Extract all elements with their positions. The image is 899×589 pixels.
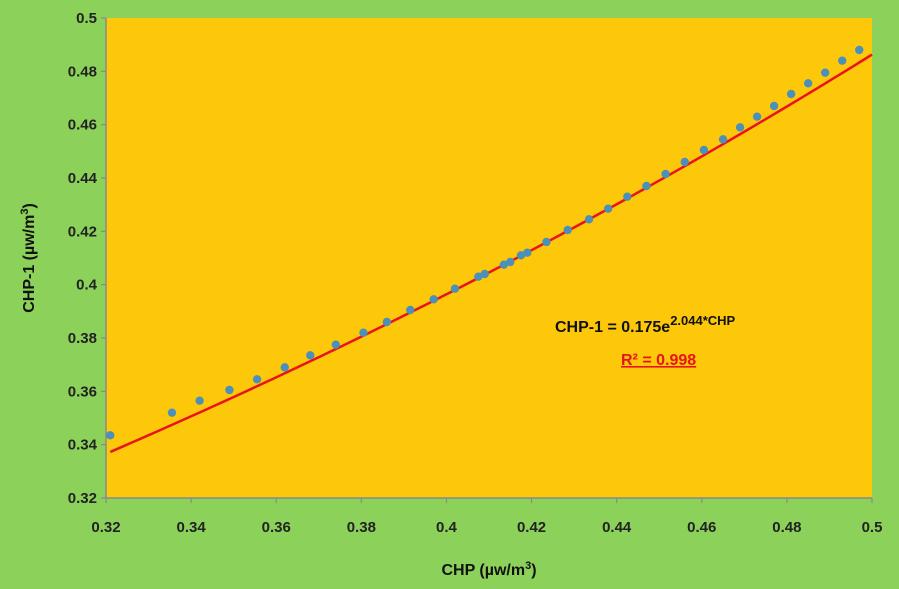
x-tick-label: 0.36 — [262, 519, 291, 536]
y-tick-label: 0.46 — [68, 117, 97, 134]
data-point — [195, 396, 204, 405]
x-tick-label: 0.34 — [177, 519, 207, 536]
data-point — [506, 257, 515, 267]
data-point — [661, 169, 670, 179]
axes-group — [105, 18, 872, 499]
trendline — [109, 53, 873, 454]
y-tick-label: 0.38 — [68, 330, 97, 347]
data-point — [406, 305, 415, 315]
plot-area — [106, 18, 872, 498]
data-point — [523, 248, 532, 257]
y-tick-label: 0.5 — [76, 10, 97, 27]
data-point — [735, 123, 745, 132]
data-point — [838, 56, 847, 65]
data-point — [642, 181, 651, 191]
data-point — [450, 284, 460, 293]
data-point — [382, 317, 392, 327]
y-tick-label: 0.34 — [68, 437, 98, 454]
data-point — [306, 351, 315, 360]
x-tick-label: 0.4 — [436, 519, 458, 536]
x-tick-label: 0.42 — [517, 519, 546, 536]
data-point — [584, 215, 594, 224]
y-axis-title: CHP-1 (µw/m3) — [19, 203, 38, 313]
y-tick-label: 0.32 — [68, 490, 97, 507]
data-point — [225, 385, 234, 395]
data-point — [499, 260, 509, 269]
data-point — [603, 204, 613, 213]
data-point — [429, 295, 438, 304]
data-point — [699, 145, 709, 155]
x-tick-label: 0.46 — [687, 519, 716, 536]
data-point — [106, 431, 115, 440]
data-point — [803, 79, 813, 88]
data-point — [280, 363, 289, 372]
data-point — [542, 237, 551, 247]
data-points — [106, 45, 864, 440]
x-tick-label: 0.44 — [602, 519, 632, 536]
data-point — [167, 408, 177, 417]
data-point — [680, 157, 689, 167]
x-tick-label: 0.5 — [862, 519, 883, 536]
y-tick-label: 0.48 — [68, 63, 97, 80]
y-tick-labels: 0.32 0.34 0.36 0.38 0.4 0.42 0.44 0.46 0.48 0.5 — [68, 10, 106, 507]
data-point — [769, 101, 779, 111]
data-point — [786, 89, 796, 99]
data-point — [855, 45, 864, 55]
trendline-equation: CHP-1 = 0.175e2.044*CHP — [555, 313, 736, 336]
data-point — [623, 192, 632, 201]
y-tick-label: 0.42 — [68, 223, 97, 240]
data-point — [718, 135, 728, 144]
data-point — [563, 225, 572, 235]
y-tick-label: 0.4 — [76, 277, 98, 294]
x-tick-label: 0.48 — [772, 519, 801, 536]
y-tick-label: 0.36 — [68, 383, 97, 400]
x-tick-label: 0.32 — [91, 519, 120, 536]
data-point — [474, 272, 483, 281]
data-point — [516, 251, 526, 260]
data-point — [252, 375, 262, 384]
x-axis-title: CHP (µw/m3) — [441, 560, 536, 579]
x-tick-label: 0.38 — [347, 519, 376, 536]
r-squared-label: R² = 0.998 — [621, 352, 696, 369]
data-point — [480, 269, 489, 279]
y-tick-label: 0.44 — [68, 170, 98, 187]
x-tick-labels: 0.32 0.34 0.36 0.38 0.4 0.42 0.44 0.46 0.48 0.5 — [91, 498, 882, 536]
data-point — [820, 68, 830, 77]
data-point — [752, 112, 762, 121]
data-point — [331, 340, 340, 349]
data-point — [359, 328, 368, 337]
